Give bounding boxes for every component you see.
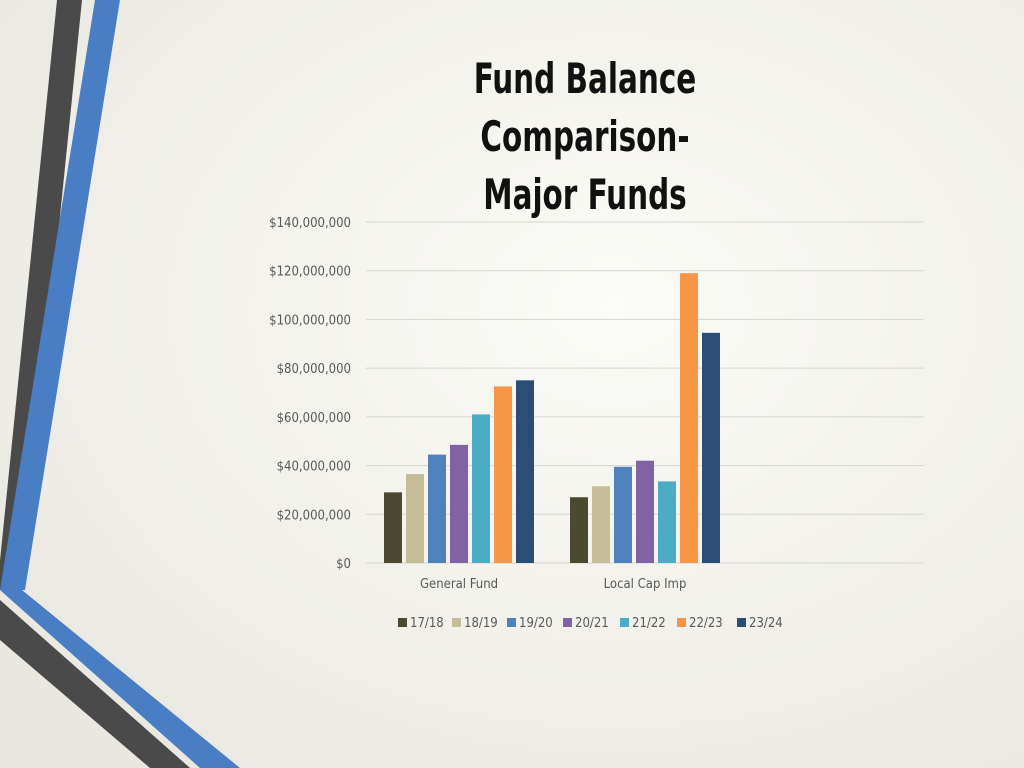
y-axis-labels: $0 $20,000,000 $40,000,000 $60,000,000 $80,0… <box>269 216 351 572</box>
legend-label: 19/20 <box>519 616 553 631</box>
legend-label: 17/18 <box>410 616 444 631</box>
legend-label: 18/19 <box>464 616 498 631</box>
bar-17-18-local-cap-imp <box>570 497 588 563</box>
y-tick-label: $20,000,000 <box>277 508 351 523</box>
y-tick-label: $100,000,000 <box>269 313 351 328</box>
legend-swatch <box>452 618 461 627</box>
legend-label: 22/23 <box>689 616 723 631</box>
bar-20-21-local-cap-imp <box>636 460 654 563</box>
bar-23-24-general-fund <box>516 380 534 563</box>
x-category-label: Local Cap Imp <box>604 577 687 592</box>
gray-stripe-left <box>0 0 82 590</box>
blue-stripe-bottom <box>0 590 240 768</box>
bar-23-24-local-cap-imp <box>702 332 720 563</box>
y-tick-label: $120,000,000 <box>269 265 351 280</box>
y-tick-label: $140,000,000 <box>269 216 351 231</box>
y-tick-label: $60,000,000 <box>277 411 351 426</box>
x-category-label: General Fund <box>420 577 498 592</box>
bar-20-21-general-fund <box>450 444 468 563</box>
bar-18-19-general-fund <box>406 474 424 563</box>
legend-label: 23/24 <box>749 616 783 631</box>
gray-stripe-bottom <box>0 600 190 768</box>
title-line-1: Fund Balance Comparison- <box>473 54 697 161</box>
bar-22-23-local-cap-imp <box>680 273 698 563</box>
legend-swatch <box>507 618 516 627</box>
x-axis-labels: General Fund Local Cap Imp <box>420 577 686 592</box>
legend: 17/18 18/19 19/20 20/21 21/22 22/23 23/24 <box>398 616 783 631</box>
bar-21-22-general-fund <box>472 414 490 563</box>
legend-swatch <box>737 618 746 627</box>
legend-label: 20/21 <box>575 616 609 631</box>
blue-stripe-left <box>0 0 120 590</box>
bar-18-19-local-cap-imp <box>592 486 610 563</box>
legend-label: 21/22 <box>632 616 666 631</box>
bar-19-20-general-fund <box>428 454 446 563</box>
bar-21-22-local-cap-imp <box>658 481 676 563</box>
bar-22-23-general-fund <box>494 386 512 563</box>
legend-swatch <box>563 618 572 627</box>
title-line-2: Major Funds <box>483 170 687 219</box>
bar-19-20-local-cap-imp <box>614 466 632 563</box>
bar-17-18-general-fund <box>384 492 402 563</box>
bars <box>384 273 720 563</box>
y-tick-label: $80,000,000 <box>277 362 351 377</box>
legend-swatch <box>677 618 686 627</box>
legend-swatch <box>398 618 407 627</box>
y-tick-label: $40,000,000 <box>277 460 351 475</box>
legend-swatch <box>620 618 629 627</box>
y-tick-label: $0 <box>336 557 351 572</box>
chart-title: Fund Balance Comparison- Major Funds <box>386 50 784 224</box>
